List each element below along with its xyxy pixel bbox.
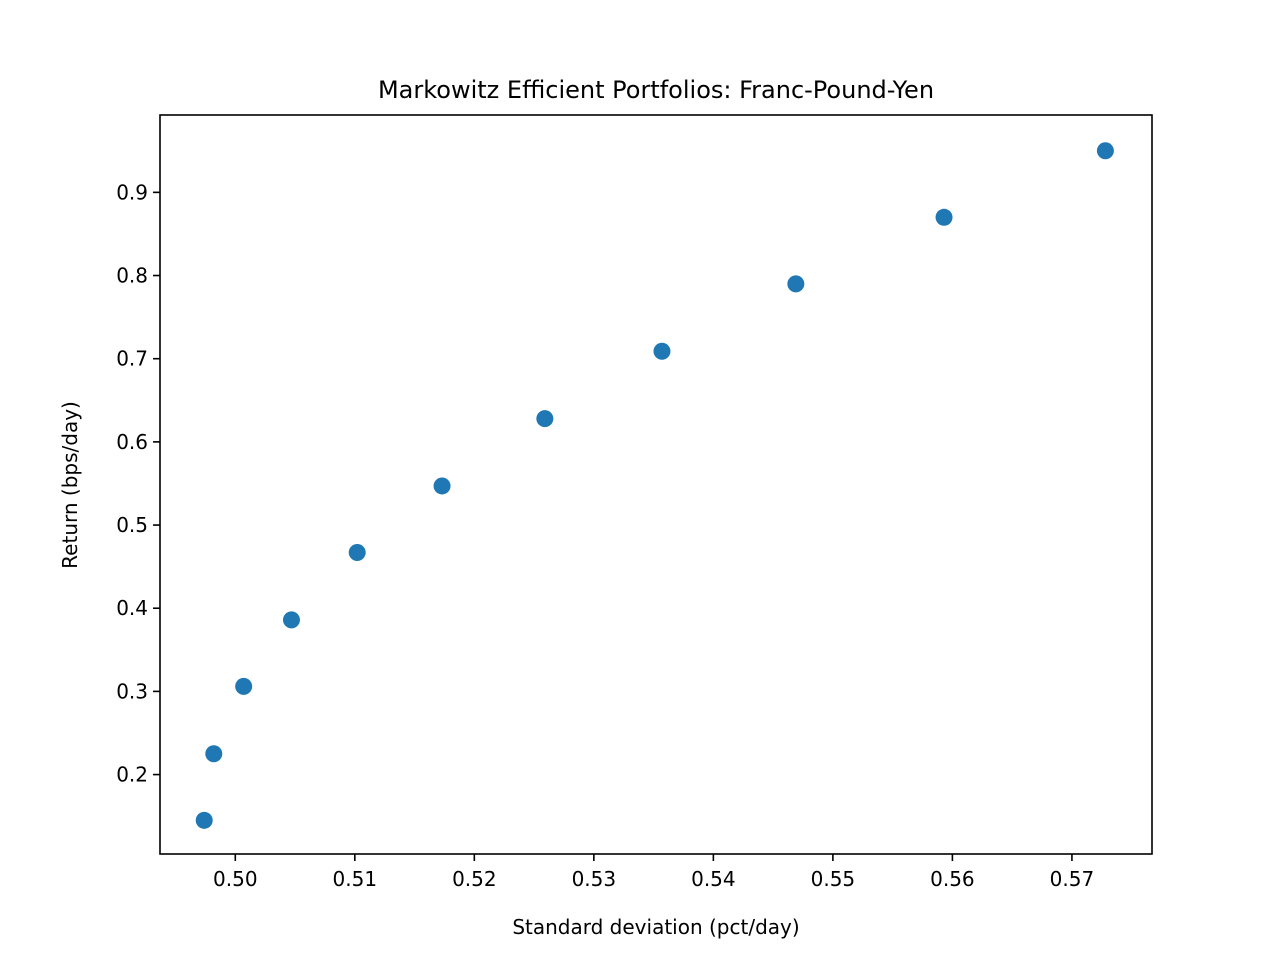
scatter-point bbox=[195, 811, 213, 829]
x-tick-label: 0.53 bbox=[572, 867, 617, 891]
y-tick-label: 0.2 bbox=[116, 763, 148, 787]
scatter-point bbox=[653, 342, 671, 360]
data-points bbox=[195, 142, 1114, 829]
y-tick-label: 0.3 bbox=[116, 679, 148, 703]
x-tick-label: 0.57 bbox=[1050, 867, 1095, 891]
x-tick-label: 0.51 bbox=[333, 867, 378, 891]
chart-title: Markowitz Efficient Portfolios: Franc-Po… bbox=[378, 76, 934, 104]
x-axis-label: Standard deviation (pct/day) bbox=[512, 915, 799, 939]
scatter-point bbox=[536, 410, 554, 428]
x-tick-label: 0.56 bbox=[930, 867, 975, 891]
axis-ticks: 0.50 0.51 0.52 0.53 0.54 0.55 0.56 0.57 0.2 0.3 0.… bbox=[116, 180, 1094, 891]
scatter-point bbox=[433, 477, 451, 495]
x-tick-label: 0.54 bbox=[691, 867, 736, 891]
x-tick-label: 0.50 bbox=[213, 867, 258, 891]
scatter-point bbox=[235, 677, 253, 695]
y-tick-label: 0.6 bbox=[116, 430, 148, 454]
y-axis-label: Return (bps/day) bbox=[58, 401, 82, 569]
y-tick-label: 0.4 bbox=[116, 596, 148, 620]
y-tick-label: 0.8 bbox=[116, 264, 148, 288]
x-tick-label: 0.52 bbox=[452, 867, 497, 891]
plot-frame bbox=[159, 114, 1153, 855]
y-tick-label: 0.7 bbox=[116, 347, 148, 371]
scatter-point bbox=[1096, 142, 1114, 160]
scatter-point bbox=[787, 275, 805, 293]
scatter-point bbox=[935, 208, 953, 226]
x-tick-label: 0.55 bbox=[811, 867, 856, 891]
y-tick-label: 0.5 bbox=[116, 513, 148, 537]
scatter-point bbox=[205, 745, 223, 763]
scatter-point bbox=[348, 543, 366, 561]
scatter-point bbox=[282, 611, 300, 629]
y-tick-label: 0.9 bbox=[116, 180, 148, 204]
